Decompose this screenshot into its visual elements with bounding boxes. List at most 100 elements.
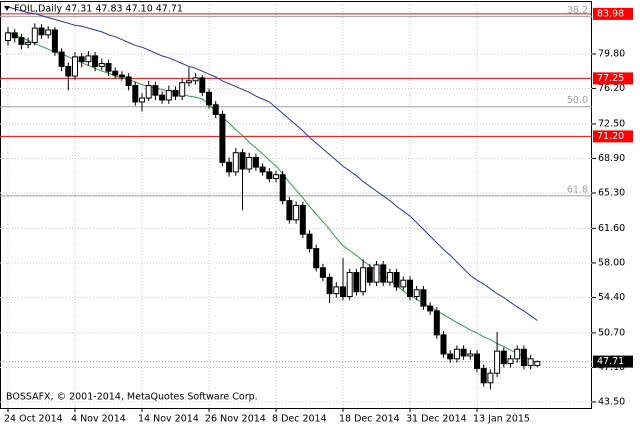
x-tick-label: 8 Dec 2014: [272, 414, 327, 425]
candle: [232, 147, 239, 176]
y-tick-label: 43.50: [598, 396, 625, 407]
candle: [139, 93, 145, 112]
candle-body: [494, 350, 501, 374]
candle: [514, 345, 521, 363]
candle-body: [286, 200, 293, 221]
candle-body: [51, 29, 58, 53]
candle: [179, 78, 186, 100]
candle: [259, 163, 266, 176]
x-tick-label: 4 Nov 2014: [71, 414, 126, 425]
fib-level-label: 61.8: [567, 184, 588, 195]
candle: [494, 331, 501, 378]
candle-body: [58, 51, 65, 67]
candle-body: [5, 32, 11, 42]
candle: [199, 75, 206, 97]
price-level-tag: [593, 130, 633, 143]
candle-body: [447, 353, 454, 360]
candle: [534, 360, 541, 368]
candle: [340, 258, 346, 301]
candle: [252, 153, 259, 171]
candle: [313, 244, 320, 272]
candle: [132, 81, 139, 106]
candle: [500, 347, 507, 368]
candle: [427, 302, 434, 315]
candle-body: [219, 113, 226, 163]
candle-body: [159, 94, 166, 101]
candle-body: [165, 89, 172, 101]
candle: [165, 85, 172, 104]
moving-average: [7, 6, 538, 321]
candle-body: [293, 204, 300, 221]
candle-body: [172, 89, 179, 97]
candle-body: [78, 56, 85, 63]
candle: [507, 354, 514, 368]
x-tick-label: 18 Dec 2014: [339, 414, 400, 425]
candle: [25, 37, 32, 49]
candle-body: [31, 27, 38, 43]
candle: [393, 268, 400, 291]
candle: [386, 268, 393, 286]
candle: [98, 58, 105, 71]
candle-body: [279, 174, 286, 202]
candle: [480, 364, 487, 387]
candle-body: [400, 279, 407, 288]
candle-body: [386, 272, 393, 283]
x-tick-label: 26 Nov 2014: [205, 414, 266, 425]
candle: [38, 24, 45, 39]
price-level-tag: [593, 72, 633, 85]
fib-level-label: 50.0: [567, 95, 588, 106]
candle-body: [25, 41, 32, 45]
candle-body: [98, 63, 105, 67]
candle-body: [185, 80, 192, 84]
candle-body: [132, 85, 139, 103]
fib-level-label: 38.2: [567, 5, 588, 16]
candle: [172, 86, 179, 100]
candle-body: [474, 353, 480, 369]
candles: [5, 23, 541, 390]
candle: [112, 67, 119, 79]
candle-body: [440, 334, 447, 355]
candle: [125, 73, 132, 91]
candle-body: [112, 70, 119, 76]
candle-body: [366, 267, 373, 283]
current-price-tag: [593, 355, 633, 368]
candle-body: [179, 82, 186, 97]
x-tick-label: 31 Dec 2014: [406, 414, 467, 425]
candle-body: [433, 310, 440, 336]
candle: [212, 100, 219, 119]
candle: [145, 80, 152, 101]
candle-body: [487, 372, 494, 384]
candle-body: [226, 161, 233, 173]
candle-body: [145, 85, 152, 99]
candle-body: [360, 267, 367, 293]
y-tick-label: 54.40: [598, 292, 625, 303]
moving-averages: [7, 6, 538, 364]
moving-average: [7, 31, 538, 364]
candle: [5, 27, 11, 46]
candle-body: [239, 152, 246, 170]
candle: [487, 369, 494, 390]
candle-body: [313, 248, 320, 269]
candle: [266, 168, 273, 183]
candle-body: [18, 37, 25, 45]
candle: [400, 276, 407, 291]
candle-body: [346, 272, 353, 298]
candle: [239, 148, 246, 211]
candle: [45, 26, 52, 39]
candle: [293, 201, 300, 224]
candle: [373, 261, 380, 286]
candle: [159, 91, 166, 104]
candle: [18, 33, 25, 50]
candle: [474, 350, 480, 373]
candle: [433, 307, 440, 339]
candle-body: [326, 276, 333, 295]
candle: [273, 170, 279, 183]
candle-body: [266, 171, 273, 180]
candle-body: [407, 279, 413, 298]
levels: 38.2 50.0 61.8: [0, 5, 592, 363]
candle-body: [500, 350, 507, 365]
candle-body: [380, 264, 387, 283]
y-tick-label: 79.80: [598, 48, 625, 59]
candle-body: [353, 272, 360, 293]
